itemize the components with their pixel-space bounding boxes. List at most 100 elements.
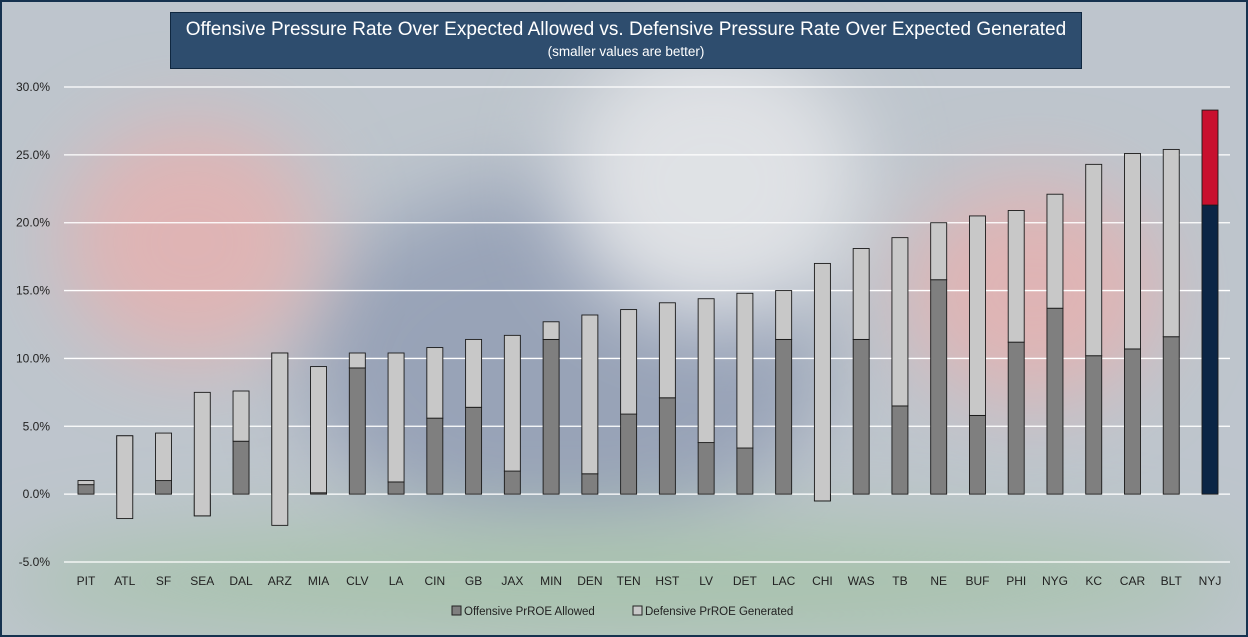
legend-swatch-defense	[632, 605, 643, 616]
bar-offense-ten	[620, 413, 638, 495]
bar-offense-min	[542, 338, 560, 495]
y-tick-label: 0.0%	[23, 487, 51, 501]
x-axis-ticks: PIT ATL SF SEA DAL ARZ MIA CLV LA CIN GB JAX MIN DEN T…	[77, 574, 1222, 588]
gridlines	[64, 86, 1230, 563]
bar-defense-arz	[271, 352, 289, 526]
bar-offense-was	[852, 338, 870, 495]
x-tick-label-atl: ATL	[114, 574, 135, 588]
bar-defense-clv	[348, 352, 366, 369]
bar-defense-ne	[930, 222, 948, 281]
x-tick-label-nyj: NYJ	[1199, 574, 1222, 588]
x-tick-label-lac: LAC	[772, 574, 796, 588]
x-tick-label-ten: TEN	[617, 574, 641, 588]
y-tick-label: 25.0%	[16, 148, 50, 162]
bar-defense-gb	[465, 338, 483, 408]
bar-defense-tb	[891, 237, 909, 407]
x-tick-label-chi: CHI	[812, 574, 833, 588]
bar-defense-den	[581, 314, 599, 475]
bar-offense-car	[1124, 348, 1141, 495]
bar-defense-lac	[775, 290, 793, 340]
bar-offense-nyg	[1046, 307, 1064, 495]
bar-offense-clv	[348, 367, 366, 495]
x-tick-label-la: LA	[389, 574, 404, 588]
y-axis-ticks: -5.0% 0.0% 5.0% 10.0% 15.0% 20.0% 25.0% 30.0%	[16, 80, 50, 569]
x-tick-label-hst: HST	[655, 574, 680, 588]
y-tick-label: 5.0%	[23, 419, 51, 433]
x-tick-label-den: DEN	[577, 574, 602, 588]
bar-defense-dal	[232, 390, 250, 442]
x-tick-label-tb: TB	[892, 574, 907, 588]
legend-label-offense: Offensive PrROE Allowed	[464, 606, 595, 618]
y-tick-label: 10.0%	[16, 351, 50, 365]
bar-defense-car	[1124, 153, 1141, 350]
x-tick-label-blt: BLT	[1161, 574, 1183, 588]
bar-offense-la	[387, 481, 405, 495]
bar-offense-jax	[503, 470, 521, 495]
bar-defense-blt	[1162, 148, 1180, 338]
bar-offense-nyj	[1201, 204, 1219, 495]
x-tick-label-kc: KC	[1085, 574, 1102, 588]
x-tick-label-car: CAR	[1120, 574, 1146, 588]
bar-offense-buf	[968, 414, 986, 495]
y-tick-label: 15.0%	[16, 284, 50, 298]
bar-defense-jax	[503, 334, 521, 472]
bar-offense-blt	[1162, 336, 1180, 495]
chart-title-box: Offensive Pressure Rate Over Expected Al…	[170, 12, 1082, 69]
bar-offense-sf	[155, 480, 172, 495]
bar-offense-phi	[1007, 341, 1025, 495]
bar-defense-pit	[77, 480, 95, 486]
bar-offense-lv	[697, 442, 715, 495]
bar-defense-buf	[968, 215, 986, 416]
x-tick-label-lv: LV	[699, 574, 713, 588]
x-tick-label-was: WAS	[848, 574, 875, 588]
bar-offense-dal	[232, 440, 250, 495]
x-tick-label-pit: PIT	[77, 574, 96, 588]
y-tick-label: 20.0%	[16, 216, 50, 230]
legend: Offensive PrROE Allowed Defensive PrROE …	[451, 605, 793, 618]
x-tick-label-jax: JAX	[501, 574, 523, 588]
bar-defense-nyj	[1201, 109, 1219, 206]
bar-offense-den	[581, 473, 599, 495]
bar-defense-cin	[426, 347, 444, 419]
x-tick-label-dal: DAL	[229, 574, 253, 588]
bar-defense-det	[736, 292, 754, 449]
bar-defense-ten	[620, 309, 638, 415]
chart-subtitle: (smaller values are better)	[547, 44, 705, 59]
x-tick-label-ne: NE	[930, 574, 947, 588]
x-tick-label-arz: ARZ	[268, 574, 292, 588]
bar-offense-lac	[775, 338, 793, 495]
x-tick-label-cin: CIN	[424, 574, 445, 588]
chart-title: Offensive Pressure Rate Over Expected Al…	[185, 19, 1067, 40]
x-tick-label-clv: CLV	[346, 574, 368, 588]
bar-defense-phi	[1007, 210, 1025, 343]
bar-defense-min	[542, 321, 560, 340]
bar-offense-hst	[658, 397, 676, 495]
bar-offense-det	[736, 447, 754, 495]
bar-defense-sf	[155, 432, 172, 482]
x-tick-label-buf: BUF	[965, 574, 989, 588]
legend-label-defense: Defensive PrROE Generated	[645, 606, 793, 618]
x-tick-label-nyg: NYG	[1042, 574, 1068, 588]
bar-defense-kc	[1085, 163, 1103, 357]
bar-offense-pit	[77, 484, 95, 495]
bar-defense-hst	[658, 302, 676, 399]
bar-defense-chi	[813, 262, 831, 502]
bars	[77, 109, 1219, 526]
bar-defense-atl	[116, 435, 134, 520]
bar-offense-gb	[465, 406, 483, 495]
bar-offense-ne	[930, 279, 948, 495]
x-tick-label-det: DET	[733, 574, 758, 588]
bar-offense-kc	[1085, 355, 1103, 495]
bar-defense-sea	[193, 391, 211, 517]
bar-defense-nyg	[1046, 193, 1064, 309]
bar-offense-tb	[891, 405, 909, 495]
x-tick-label-phi: PHI	[1006, 574, 1026, 588]
bar-defense-mia	[310, 366, 328, 494]
x-tick-label-sea: SEA	[190, 574, 214, 588]
bar-offense-cin	[426, 417, 444, 495]
bar-defense-was	[852, 248, 870, 340]
bar-defense-lv	[697, 298, 715, 444]
x-tick-label-mia: MIA	[308, 574, 329, 588]
